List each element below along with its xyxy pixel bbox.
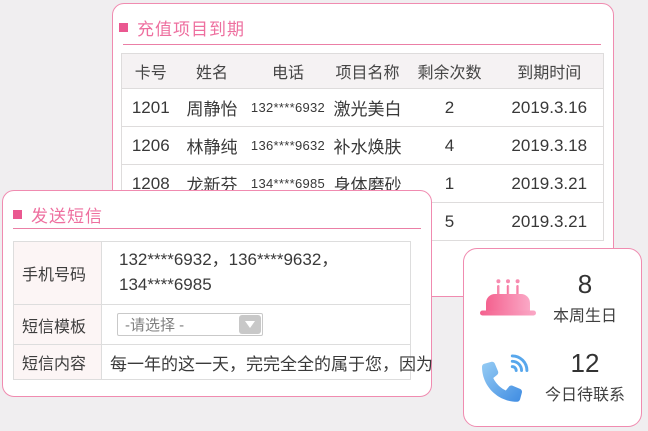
cell-card-no: 1201 bbox=[121, 88, 180, 127]
sms-template-selected-value: -请选择 - bbox=[125, 317, 185, 334]
square-bullet-icon bbox=[13, 210, 22, 219]
dropdown-arrow-button[interactable] bbox=[239, 315, 261, 334]
square-bullet-icon bbox=[119, 23, 128, 32]
cell-name: 周静怡 bbox=[179, 88, 245, 127]
stat-item-birthdays[interactable]: 8 本周生日 bbox=[464, 270, 641, 326]
expiry-panel-title: 充值项目到期 bbox=[119, 15, 245, 40]
cell-project: 补水焕肤 bbox=[331, 126, 404, 165]
form-row-phones: 手机号码 132****6932，136****9632，134****6985 bbox=[14, 242, 410, 305]
header-phone: 电话 bbox=[244, 53, 332, 89]
header-project: 项目名称 bbox=[331, 53, 404, 89]
birthday-cake-icon bbox=[480, 279, 536, 316]
table-row: 1201 周静怡 132****6932 激光美白 2 2019.3.16 bbox=[121, 88, 604, 127]
cell-expire-date: 2019.3.21 bbox=[495, 164, 604, 203]
cell-expire-date: 2019.3.18 bbox=[495, 126, 604, 165]
phones-value: 132****6932，136****9632，134****6985 bbox=[119, 250, 339, 294]
header-card-no: 卡号 bbox=[121, 53, 180, 89]
header-name: 姓名 bbox=[179, 53, 245, 89]
template-label: 短信模板 bbox=[14, 305, 102, 344]
birthdays-label: 本周生日 bbox=[552, 308, 617, 326]
cell-card-no: 1206 bbox=[121, 126, 180, 165]
birthdays-count: 8 bbox=[577, 269, 593, 300]
cell-expire-date: 2019.3.21 bbox=[495, 202, 604, 241]
cell-expire-date: 2019.3.16 bbox=[495, 88, 604, 127]
contacts-label: 今日待联系 bbox=[544, 386, 625, 404]
stats-panel: 8 本周生日 12 今日待联系 bbox=[463, 248, 642, 427]
phone-call-icon bbox=[482, 354, 529, 402]
sms-panel-title: 发送短信 bbox=[13, 202, 103, 227]
cell-phone: 136****9632 bbox=[244, 126, 332, 165]
cell-remaining: 2 bbox=[403, 88, 496, 127]
title-divider bbox=[13, 228, 421, 229]
stat-item-contacts[interactable]: 12 今日待联系 bbox=[464, 349, 641, 405]
content-value: 每一年的这一天，完完全全的属于您，因为 bbox=[110, 354, 433, 374]
stat-text-birthdays: 8 本周生日 bbox=[539, 270, 631, 326]
form-row-content: 短信内容 每一年的这一天，完完全全的属于您，因为 bbox=[14, 345, 433, 379]
table-row: 1206 林静纯 136****9632 补水焕肤 4 2019.3.18 bbox=[121, 126, 604, 165]
cell-name: 林静纯 bbox=[179, 126, 245, 165]
sms-panel: 发送短信 手机号码 132****6932，136****9632，134***… bbox=[2, 190, 433, 397]
stat-text-contacts: 12 今日待联系 bbox=[539, 349, 631, 405]
form-row-template: 短信模板 -请选择 - bbox=[14, 305, 410, 345]
contacts-count: 12 bbox=[570, 347, 600, 378]
content-label: 短信内容 bbox=[14, 345, 102, 379]
phones-label: 手机号码 bbox=[14, 242, 102, 304]
cell-project: 激光美白 bbox=[331, 88, 404, 127]
sms-form: 手机号码 132****6932，136****9632，134****6985… bbox=[13, 241, 433, 380]
header-remaining: 剩余次数 bbox=[403, 53, 496, 89]
sms-panel-title-text: 发送短信 bbox=[31, 207, 103, 226]
table-header-row: 卡号 姓名 电话 项目名称 剩余次数 到期时间 bbox=[121, 53, 604, 89]
cell-remaining: 4 bbox=[403, 126, 496, 165]
header-expire-date: 到期时间 bbox=[495, 53, 604, 89]
cell-phone: 132****6932 bbox=[244, 88, 332, 127]
title-divider bbox=[123, 44, 601, 45]
chevron-down-icon bbox=[245, 321, 255, 328]
expiry-panel-title-text: 充值项目到期 bbox=[137, 20, 245, 39]
sms-template-select[interactable]: -请选择 - bbox=[117, 313, 263, 336]
